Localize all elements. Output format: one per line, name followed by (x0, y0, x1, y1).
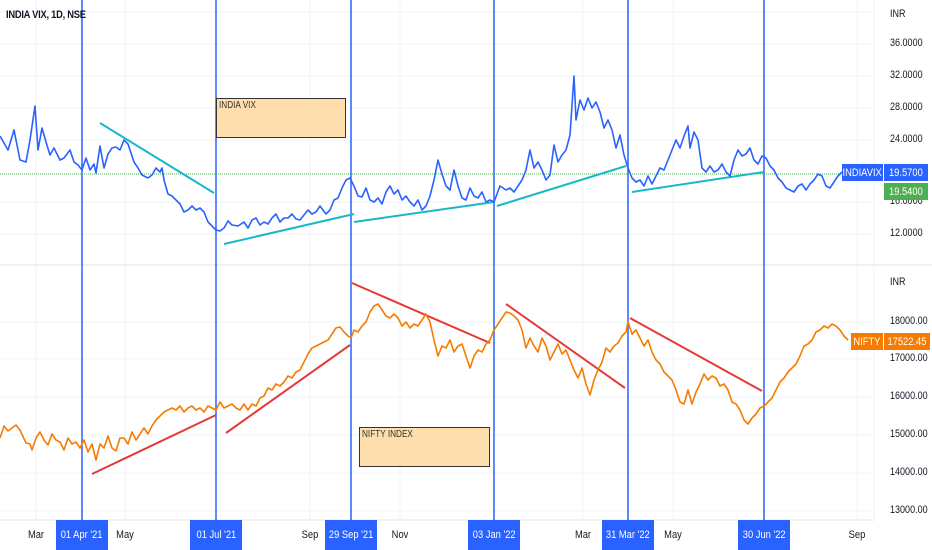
date-marker-badge[interactable]: 29 Sep '21 (325, 520, 377, 550)
vix-trend-line[interactable] (99, 122, 215, 194)
nifty-trend-line[interactable] (91, 414, 217, 475)
vix-series-line (0, 75, 843, 232)
date-marker-label: 30 Jun '22 (742, 529, 786, 541)
note-nifty-index[interactable]: NIFTY INDEX (359, 427, 490, 467)
nifty-trend-line[interactable] (629, 317, 763, 392)
bottom-currency-label: INR (890, 276, 906, 288)
time-tick-label: Mar (27, 529, 45, 541)
nifty-trend-line[interactable] (225, 344, 351, 434)
time-tick-label: Sep (848, 529, 866, 541)
nifty-last-value-badge: 17522.45 (884, 333, 930, 350)
vix-trend-line[interactable] (496, 165, 627, 207)
price-tick-label: 32.0000 (890, 69, 923, 81)
note-india-vix[interactable]: INDIA VIX (216, 98, 346, 138)
date-marker-label: 03 Jan '22 (472, 529, 516, 541)
date-marker-badge[interactable]: 03 Jan '22 (468, 520, 520, 550)
date-marker-badge[interactable]: 30 Jun '22 (738, 520, 790, 550)
time-tick-label: Mar (574, 529, 592, 541)
time-tick-label: May (664, 529, 682, 541)
chart-title: INDIA VIX, 1D, NSE (6, 9, 86, 21)
price-tick-label: 18000.00 (890, 315, 928, 327)
price-tick-label: 17000.00 (890, 352, 928, 364)
date-marker-label: 29 Sep '21 (328, 529, 374, 541)
hline-value-badge: 19.5400 (884, 183, 928, 200)
price-tick-label: 13000.00 (890, 504, 928, 516)
date-marker-badge[interactable]: 01 Jul '21 (190, 520, 242, 550)
note-india-vix-text: INDIA VIX (219, 100, 256, 111)
date-marker-lines (81, 0, 765, 520)
date-marker-badge[interactable]: 01 Apr '21 (56, 520, 108, 550)
vix-trend-line[interactable] (353, 201, 495, 223)
trend-lines[interactable] (91, 122, 765, 475)
time-tick-label: May (116, 529, 134, 541)
vix-trend-line[interactable] (631, 171, 765, 193)
price-tick-label: 24.0000 (890, 133, 923, 145)
time-tick-label: Nov (391, 529, 409, 541)
vix-last-value-badge: 19.5700 (884, 164, 928, 181)
top-currency-label: INR (890, 8, 906, 20)
price-tick-label: 28.0000 (890, 101, 923, 113)
date-marker-label: 31 Mar '22 (606, 529, 650, 541)
nifty-trend-line[interactable] (505, 303, 626, 389)
vix-trend-line[interactable] (223, 213, 355, 245)
price-tick-label: 14000.00 (890, 466, 928, 478)
price-tick-label: 16000.00 (890, 390, 928, 402)
date-marker-label: 01 Jul '21 (196, 529, 236, 541)
time-tick-label: Sep (301, 529, 319, 541)
price-tick-label: 12.0000 (890, 227, 923, 239)
note-nifty-index-text: NIFTY INDEX (362, 429, 413, 440)
nifty-trend-line[interactable] (351, 282, 491, 344)
nifty-symbol-badge: NIFTY (851, 333, 883, 350)
date-marker-badge[interactable]: 31 Mar '22 (602, 520, 654, 550)
nifty-series-line (0, 303, 849, 461)
vix-symbol-badge: INDIAVIX (842, 164, 883, 181)
price-tick-label: 15000.00 (890, 428, 928, 440)
grid-lines (0, 0, 874, 521)
date-marker-label: 01 Apr '21 (61, 529, 103, 541)
price-tick-label: 36.0000 (890, 37, 923, 49)
